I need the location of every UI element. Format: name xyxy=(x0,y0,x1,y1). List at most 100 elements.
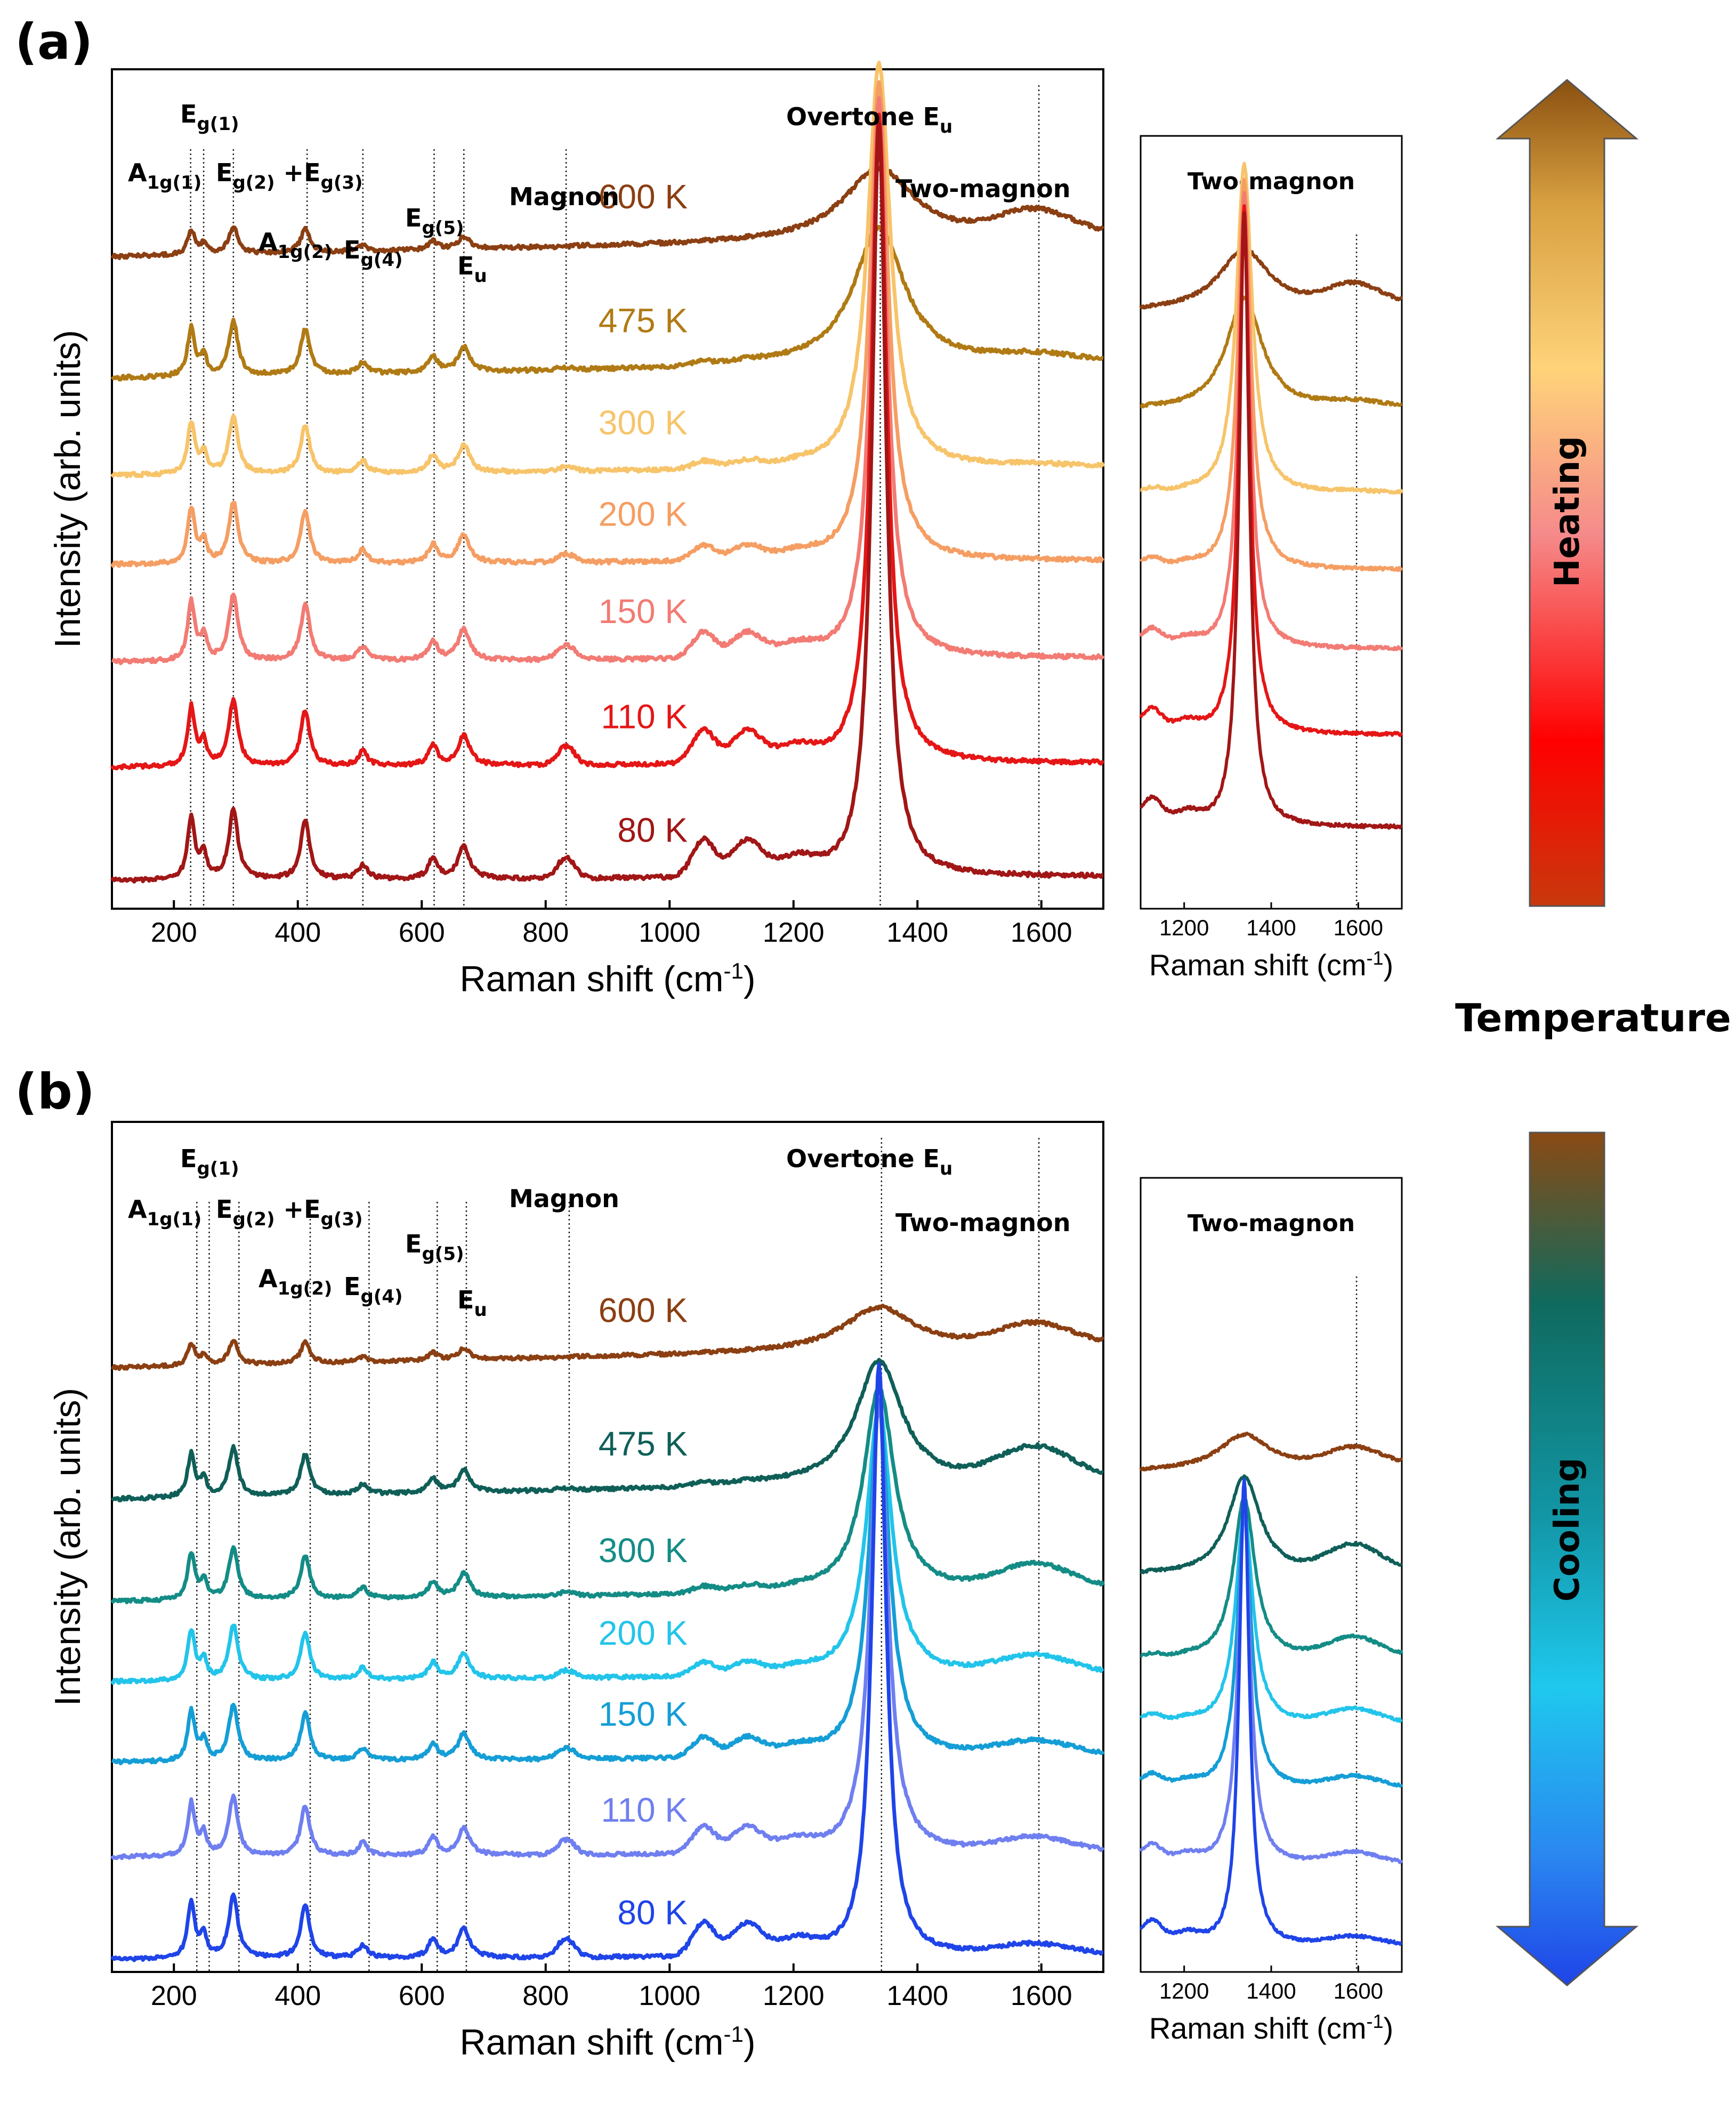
peak-annotation: Magnon xyxy=(509,1184,619,1213)
inset-series-line xyxy=(1140,1477,1403,1946)
series-label: 475 K xyxy=(599,1425,688,1463)
series-line-475k xyxy=(110,1357,1104,1502)
cooling-arrow: Cooling xyxy=(1495,1131,1639,1986)
series-label: 475 K xyxy=(599,301,688,339)
inset-series-line xyxy=(1140,1495,1403,1658)
peak-annotation: Eg(4) xyxy=(344,1272,403,1307)
x-tick-label: 600 xyxy=(399,917,445,948)
x-tick-label: 600 xyxy=(399,1980,445,2011)
x-tick-label: 1200 xyxy=(763,1980,825,2011)
temperature-title: Temperature xyxy=(1455,996,1731,1040)
peak-annotation: Eg(1) xyxy=(180,1144,239,1179)
inset-x-axis-title: Raman shift (cm-1) xyxy=(1149,947,1393,982)
series-line-200k xyxy=(110,1403,1104,1685)
series-line-150k xyxy=(111,96,1105,666)
series-line-475k xyxy=(110,224,1104,382)
peak-annotation: A1g(2) xyxy=(259,228,332,263)
inset-tick-label: 1200 xyxy=(1159,1978,1209,2003)
series-label: 110 K xyxy=(601,698,688,736)
x-tick-label: 1400 xyxy=(886,917,948,948)
series-label: 200 K xyxy=(599,1614,688,1652)
x-tick-label: 1400 xyxy=(886,1980,948,2011)
inset-series-line xyxy=(1140,177,1403,572)
inset-series-line xyxy=(1140,161,1403,495)
series-line-150k xyxy=(111,1403,1105,1766)
peak-annotation: Eg(2) +Eg(3) xyxy=(216,158,363,193)
heating-label: Heating xyxy=(1548,436,1587,587)
series-line-600k xyxy=(110,1304,1105,1371)
inset-series-line xyxy=(1140,211,1403,830)
y-axis-title: Intensity (arb. units) xyxy=(47,330,88,648)
peak-annotation: Eg(5) xyxy=(405,1230,464,1265)
peak-annotation: Eg(5) xyxy=(405,204,464,239)
series-label: 600 K xyxy=(599,1291,688,1329)
peak-annotation: Eg(2) +Eg(3) xyxy=(216,1195,363,1230)
series-line-80k xyxy=(110,121,1104,884)
inset-series-line xyxy=(1140,295,1403,409)
x-tick-label: 400 xyxy=(274,1980,321,2011)
series-line-200k xyxy=(110,80,1104,568)
series-label: 110 K xyxy=(601,1791,688,1829)
series-label: 80 K xyxy=(617,1894,688,1932)
inset-series-line xyxy=(1139,204,1403,737)
peak-annotation: Overtone Eu xyxy=(786,1144,952,1179)
peak-annotation: Eu xyxy=(457,1286,487,1321)
series-line-300k xyxy=(110,60,1105,479)
inset-title: Two-magnon xyxy=(1188,1210,1355,1237)
inset-series-line xyxy=(1139,1432,1403,1472)
inset-x-axis-title: Raman shift (cm-1) xyxy=(1149,2010,1393,2045)
x-tick-label: 800 xyxy=(522,1980,569,2011)
inset-tick-label: 1600 xyxy=(1334,915,1383,940)
x-tick-label: 800 xyxy=(522,917,569,948)
series-line-110k xyxy=(110,1397,1105,1861)
inset-frame xyxy=(1140,135,1403,910)
main-plot-frame xyxy=(111,68,1104,910)
peak-annotation: Two-magnon xyxy=(895,174,1071,203)
cooling-label: Cooling xyxy=(1548,1458,1587,1602)
series-label: 150 K xyxy=(599,592,688,630)
inset-title: Two-magnon xyxy=(1188,168,1355,195)
peak-annotation: Overtone Eu xyxy=(786,102,952,138)
series-label: 150 K xyxy=(599,1695,688,1733)
series-line-300k xyxy=(110,1385,1105,1604)
x-tick-label: 200 xyxy=(151,1980,197,2011)
peak-annotation: Eg(1) xyxy=(180,100,239,135)
x-tick-label: 1600 xyxy=(1011,917,1072,948)
series-label: 200 K xyxy=(599,495,688,533)
x-axis-title: Raman shift (cm-1) xyxy=(459,2022,755,2063)
x-tick-label: 200 xyxy=(151,917,197,948)
panel-a-letter: (a) xyxy=(15,13,93,70)
series-line-600k xyxy=(110,165,1105,260)
inset-tick-label: 1600 xyxy=(1334,1978,1383,2003)
inset-series-line xyxy=(1139,1506,1403,1864)
inset-tick-label: 1200 xyxy=(1159,915,1209,940)
x-tick-label: 400 xyxy=(274,917,321,948)
x-tick-label: 1000 xyxy=(639,917,700,948)
series-label: 300 K xyxy=(599,1531,688,1570)
inset-series-line xyxy=(1139,190,1403,651)
y-axis-title: Intensity (arb. units) xyxy=(47,1388,88,1706)
main-plot-frame xyxy=(111,1121,1104,1973)
inset-series-line xyxy=(1139,1510,1403,1788)
peak-annotation: Magnon xyxy=(509,182,619,211)
peak-annotation: Two-magnon xyxy=(895,1208,1071,1237)
peak-annotation: Eu xyxy=(457,252,487,287)
inset-tick-label: 1400 xyxy=(1246,915,1296,940)
heating-arrow: Heating xyxy=(1495,79,1639,907)
inset-series-line xyxy=(1140,1474,1403,1574)
panel-a: 200 400 600 800 1000 1200 1400 1600 Raman shift … xyxy=(47,60,1403,999)
inset-series-line xyxy=(1140,1509,1403,1723)
series-label: 600 K xyxy=(599,177,688,216)
inset-series-line xyxy=(1139,247,1403,310)
x-tick-label: 1200 xyxy=(763,917,825,948)
series-label: 80 K xyxy=(617,811,688,849)
series-line-110k xyxy=(110,112,1105,771)
series-label: 300 K xyxy=(599,403,688,442)
x-tick-label: 1600 xyxy=(1011,1980,1072,2011)
inset-tick-label: 1400 xyxy=(1246,1978,1296,2003)
peak-annotation: A1g(2) xyxy=(259,1264,332,1299)
x-axis-title: Raman shift (cm-1) xyxy=(459,958,755,999)
peak-annotation: A1g(1) xyxy=(128,158,201,193)
panel-b: 200 400 600 800 1000 1200 1400 1600 Raman shift … xyxy=(47,1121,1403,2063)
